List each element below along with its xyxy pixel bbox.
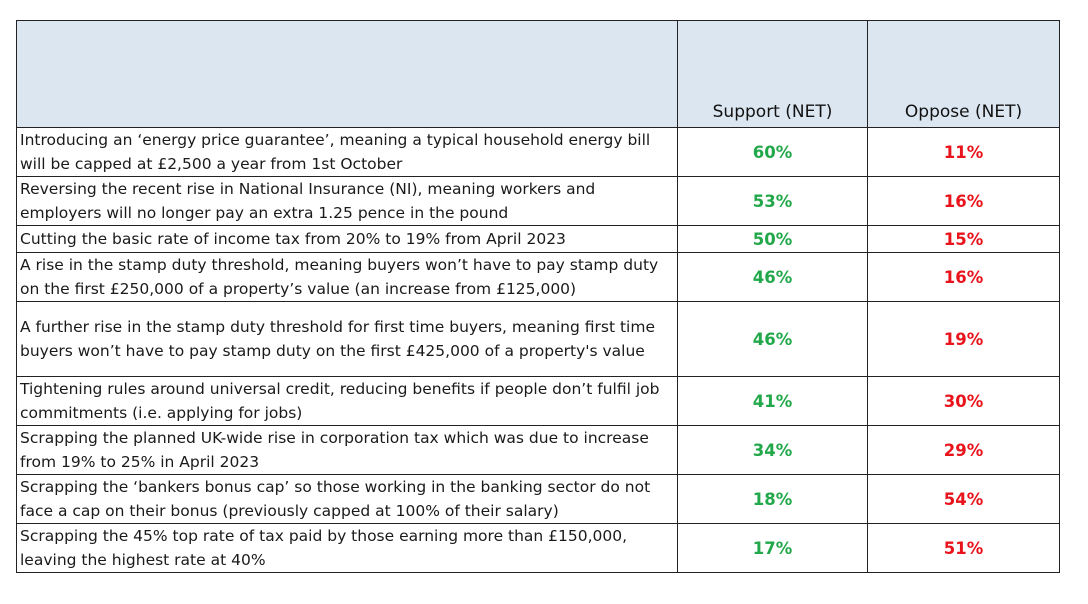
- support-value: 46%: [677, 252, 868, 302]
- support-value: 46%: [677, 301, 868, 377]
- policy-cell: Scrapping the ‘bankers bonus cap’ so tho…: [16, 474, 678, 524]
- table-row: Scrapping the ‘bankers bonus cap’ so tho…: [16, 474, 1060, 524]
- policy-cell: Scrapping the planned UK-wide rise in co…: [16, 425, 678, 475]
- header-cell-oppose: Oppose (NET): [867, 20, 1060, 128]
- support-value: 50%: [677, 225, 868, 253]
- support-value: 18%: [677, 474, 868, 524]
- table-row: A rise in the stamp duty threshold, mean…: [16, 252, 1060, 302]
- policy-cell: Cutting the basic rate of income tax fro…: [16, 225, 678, 253]
- table-row: A further rise in the stamp duty thresho…: [16, 301, 1060, 377]
- table-row: Reversing the recent rise in National In…: [16, 176, 1060, 226]
- oppose-value: 19%: [867, 301, 1060, 377]
- oppose-value: 51%: [867, 523, 1060, 573]
- table-row: Cutting the basic rate of income tax fro…: [16, 225, 1060, 253]
- header-row: Support (NET) Oppose (NET): [16, 20, 1060, 128]
- table-header: Support (NET) Oppose (NET): [16, 20, 1060, 128]
- oppose-value: 54%: [867, 474, 1060, 524]
- oppose-value: 29%: [867, 425, 1060, 475]
- policy-support-table: Support (NET) Oppose (NET) Introducing a…: [16, 20, 1060, 573]
- table-row: Scrapping the 45% top rate of tax paid b…: [16, 523, 1060, 573]
- table-body: Introducing an ‘energy price guarantee’,…: [16, 127, 1060, 573]
- table-row: Introducing an ‘energy price guarantee’,…: [16, 127, 1060, 177]
- support-value: 60%: [677, 127, 868, 177]
- support-value: 17%: [677, 523, 868, 573]
- policy-cell: Tightening rules around universal credit…: [16, 376, 678, 426]
- support-value: 53%: [677, 176, 868, 226]
- policy-support-table-container: Support (NET) Oppose (NET) Introducing a…: [16, 20, 1060, 573]
- oppose-value: 30%: [867, 376, 1060, 426]
- support-value: 41%: [677, 376, 868, 426]
- header-cell-support: Support (NET): [677, 20, 868, 128]
- table-row: Scrapping the planned UK-wide rise in co…: [16, 425, 1060, 475]
- header-cell-policy: [16, 20, 678, 128]
- oppose-value: 11%: [867, 127, 1060, 177]
- policy-cell: A further rise in the stamp duty thresho…: [16, 301, 678, 377]
- oppose-value: 16%: [867, 252, 1060, 302]
- support-value: 34%: [677, 425, 868, 475]
- policy-cell: Reversing the recent rise in National In…: [16, 176, 678, 226]
- table-row: Tightening rules around universal credit…: [16, 376, 1060, 426]
- policy-cell: Introducing an ‘energy price guarantee’,…: [16, 127, 678, 177]
- policy-cell: A rise in the stamp duty threshold, mean…: [16, 252, 678, 302]
- policy-cell: Scrapping the 45% top rate of tax paid b…: [16, 523, 678, 573]
- oppose-value: 16%: [867, 176, 1060, 226]
- oppose-value: 15%: [867, 225, 1060, 253]
